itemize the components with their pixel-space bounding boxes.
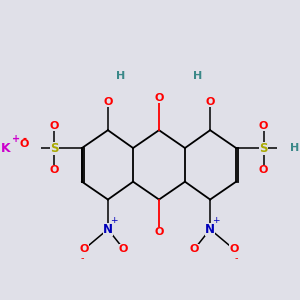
Text: S: S (259, 142, 268, 154)
Text: O: O (19, 139, 28, 148)
Text: N: N (103, 223, 113, 236)
Text: K: K (1, 142, 10, 154)
Text: H: H (116, 71, 125, 81)
Text: +: + (12, 134, 20, 144)
Text: O: O (119, 244, 128, 254)
Text: O: O (50, 165, 59, 175)
Text: O: O (50, 121, 59, 131)
Text: O: O (259, 165, 268, 175)
Text: O: O (190, 244, 199, 254)
Text: O: O (154, 93, 164, 103)
Text: H: H (193, 71, 202, 81)
Text: +: + (212, 216, 220, 225)
Text: H: H (290, 143, 299, 153)
Text: -: - (234, 253, 238, 263)
Text: O: O (206, 98, 215, 107)
Text: O: O (80, 244, 89, 254)
Text: S: S (50, 142, 59, 154)
Text: O: O (229, 244, 238, 254)
Text: -: - (22, 134, 26, 144)
Text: N: N (205, 223, 215, 236)
Text: O: O (259, 121, 268, 131)
Text: O: O (103, 98, 112, 107)
Text: -: - (80, 253, 84, 263)
Text: +: + (110, 216, 118, 225)
Text: O: O (154, 227, 164, 237)
